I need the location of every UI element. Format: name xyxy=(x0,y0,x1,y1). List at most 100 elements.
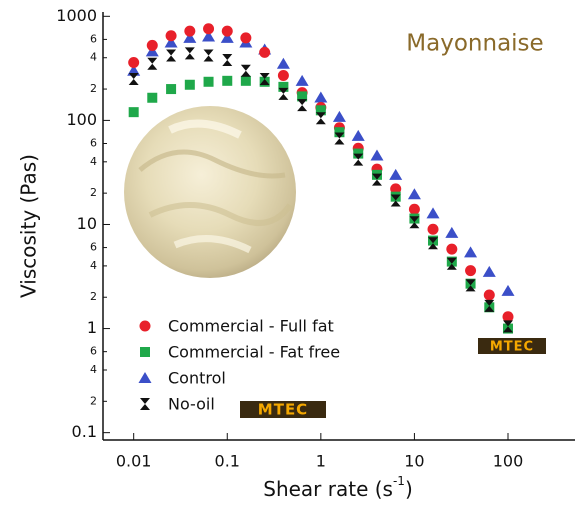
point xyxy=(183,31,197,43)
point xyxy=(278,81,289,92)
point xyxy=(203,23,215,35)
point xyxy=(332,110,346,122)
point xyxy=(277,69,289,81)
point xyxy=(164,36,178,48)
point xyxy=(482,265,496,277)
x-axis-label-sup: -1 xyxy=(393,474,405,488)
point xyxy=(278,87,289,100)
point xyxy=(370,149,384,161)
x-axis-label: Shear rate (s-1) xyxy=(263,474,413,501)
point xyxy=(390,183,402,195)
y-axis-label: Viscosity (Pas) xyxy=(17,154,41,298)
point xyxy=(465,279,476,292)
point xyxy=(221,25,233,37)
point xyxy=(240,64,251,77)
point xyxy=(128,56,140,68)
y-tick-label: 1 xyxy=(87,318,97,337)
legend-label: No-oil xyxy=(168,395,215,414)
point xyxy=(297,91,308,102)
point xyxy=(314,91,328,103)
point xyxy=(259,46,271,58)
logo-text: MTEC xyxy=(490,340,534,355)
point xyxy=(427,223,439,235)
y-tick-label: 6 xyxy=(90,32,97,45)
point xyxy=(184,25,196,37)
point xyxy=(409,216,420,229)
point xyxy=(184,79,195,90)
point xyxy=(334,127,345,138)
point xyxy=(502,320,513,333)
point xyxy=(220,31,234,43)
legend-marker xyxy=(140,347,150,357)
y-tick-label: 2 xyxy=(90,290,97,303)
point xyxy=(276,57,290,69)
x-tick-label: 0.01 xyxy=(116,452,152,471)
point xyxy=(428,237,439,250)
point xyxy=(184,47,195,60)
x-axis-label-text: Shear rate (s xyxy=(263,477,393,501)
point xyxy=(147,57,158,70)
y-tick-label: 6 xyxy=(90,345,97,358)
point xyxy=(334,132,345,145)
y-tick-label: 1000 xyxy=(56,6,97,25)
point xyxy=(464,246,478,258)
legend-label: Commercial - Fat free xyxy=(168,343,340,362)
point xyxy=(408,203,420,215)
y-tick-label: 2 xyxy=(90,82,97,95)
x-tick-label: 0.1 xyxy=(215,452,240,471)
point xyxy=(259,72,270,85)
point xyxy=(202,30,216,42)
y-tick-label: 6 xyxy=(90,136,97,149)
point xyxy=(446,257,457,270)
point xyxy=(389,168,403,180)
point xyxy=(165,30,177,42)
y-tick-label: 2 xyxy=(90,186,97,199)
y-tick-label: 4 xyxy=(90,259,97,272)
y-tick-label: 10 xyxy=(77,214,97,233)
point xyxy=(128,72,139,85)
y-tick-label: 0.1 xyxy=(72,422,97,441)
point xyxy=(353,153,364,166)
y-tick-label: 4 xyxy=(90,363,97,376)
point xyxy=(465,265,477,277)
y-tick-label: 100 xyxy=(66,110,97,129)
point xyxy=(426,207,440,219)
point xyxy=(222,54,233,67)
legend-marker xyxy=(139,320,151,332)
legend-marker xyxy=(140,398,150,410)
point xyxy=(166,49,177,62)
point xyxy=(351,129,365,141)
point xyxy=(146,39,158,51)
x-tick-label: 100 xyxy=(493,452,524,471)
point xyxy=(203,49,214,62)
photo xyxy=(124,106,296,278)
point xyxy=(240,75,251,86)
y-tick-label: 4 xyxy=(90,51,97,64)
x-tick-label: 1 xyxy=(316,452,326,471)
point xyxy=(484,299,495,312)
point xyxy=(502,311,514,323)
point xyxy=(166,84,177,95)
point xyxy=(222,75,233,86)
point xyxy=(407,188,421,200)
point xyxy=(297,99,308,112)
point xyxy=(371,173,382,186)
point xyxy=(295,74,309,86)
point xyxy=(446,243,458,255)
annotation: Mayonnaise xyxy=(406,31,543,57)
y-tick-label: 4 xyxy=(90,155,97,168)
legend-marker xyxy=(138,372,152,383)
point xyxy=(445,226,459,238)
point xyxy=(483,289,495,301)
point xyxy=(128,107,139,118)
x-tick-label: 10 xyxy=(404,452,424,471)
logo: MTEC MTEC xyxy=(240,338,546,419)
x-axis-label-end: ) xyxy=(405,477,413,501)
point xyxy=(315,112,326,125)
y-tick-label: 6 xyxy=(90,241,97,254)
logo-text: MTEC xyxy=(258,401,308,419)
point xyxy=(147,92,158,103)
legend-label: Commercial - Full fat xyxy=(168,317,334,336)
point xyxy=(203,76,214,87)
